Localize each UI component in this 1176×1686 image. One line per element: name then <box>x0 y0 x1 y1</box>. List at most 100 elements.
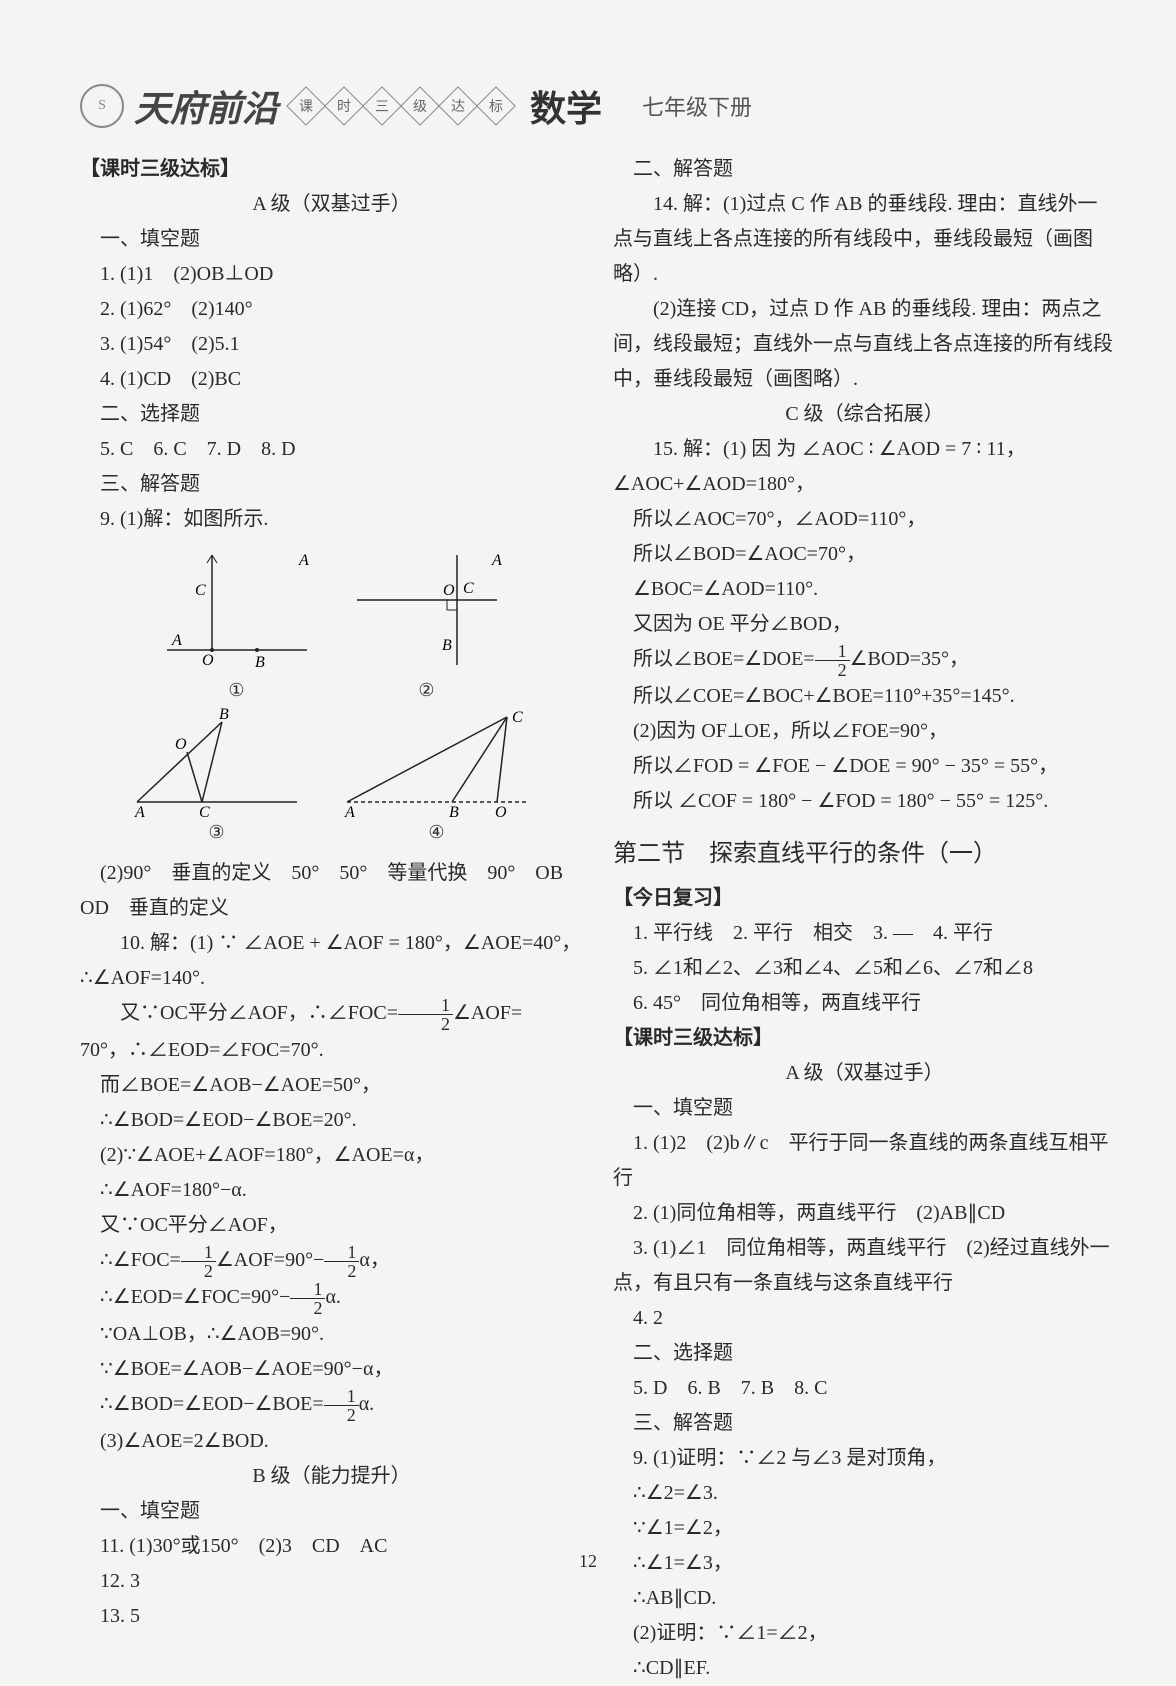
answer-line: 而∠BOE=∠AOB−∠AOE=50°， <box>80 1068 583 1103</box>
answer-line: 3. (1)∠1 同位角相等，两直线平行 (2)经过直线外一点，有且只有一条直线… <box>613 1231 1116 1301</box>
answer-line: 所以∠FOD = ∠FOE − ∠DOE = 90° − 35° = 55°， <box>613 749 1116 784</box>
answer-line: ∵∠1=∠2， <box>613 1511 1116 1546</box>
badge: 课 <box>286 86 326 126</box>
subheading: 二、选择题 <box>80 397 583 432</box>
badge: 级 <box>400 86 440 126</box>
svg-text:O: O <box>202 652 214 669</box>
subject: 数学 <box>530 80 602 132</box>
answer-line: 1. (1)2 (2)b∥c 平行于同一条直线的两条直线互相平行 <box>613 1126 1116 1196</box>
diagram-1: A O B C A <box>157 545 317 675</box>
svg-text:C: C <box>195 582 206 599</box>
answer-line: ∴∠2=∠3. <box>613 1476 1116 1511</box>
answer-line: ∴∠AOF=180°−α. <box>80 1173 583 1208</box>
diagram-2: A C O B <box>347 545 507 675</box>
svg-text:O: O <box>443 582 455 599</box>
svg-text:A: A <box>344 804 355 817</box>
answer-line: 5. ∠1和∠2、∠3和∠4、∠5和∠6、∠7和∠8 <box>613 951 1116 986</box>
diagram-3: A C B O <box>127 707 307 817</box>
answer-line: (2)∵∠AOE+∠AOF=180°，∠AOE=α， <box>80 1138 583 1173</box>
svg-text:B: B <box>442 637 452 654</box>
answer-line: 4. 2 <box>613 1301 1116 1336</box>
section-title: 第二节 探索直线平行的条件（一） <box>613 833 1116 875</box>
answer-line: ∴∠FOC=12∠AOF=90°−12α， <box>80 1243 583 1280</box>
level-label: C 级（综合拓展） <box>613 397 1116 432</box>
answer-line: 4. (1)CD (2)BC <box>80 362 583 397</box>
answer-line: 2. (1)同位角相等，两直线平行 (2)AB∥CD <box>613 1196 1116 1231</box>
answer-line: ∵OA⊥OB，∴∠AOB=90°. <box>80 1317 583 1352</box>
answer-line: 所以∠AOC=70°，∠AOD=110°， <box>613 502 1116 537</box>
heading: 【今日复习】 <box>613 881 1116 916</box>
page-header: S 天府前沿 课 时 三 级 达 标 数学 七年级下册 <box>80 80 1116 132</box>
grade-subtitle: 七年级下册 <box>642 90 752 122</box>
answer-line: 所以∠BOE=∠DOE=12∠BOD=35°， <box>613 642 1116 679</box>
svg-text:B: B <box>219 707 229 723</box>
svg-text:A: A <box>134 804 145 817</box>
subheading: 二、选择题 <box>613 1336 1116 1371</box>
answer-line: 70°，∴∠EOD=∠FOC=70°. <box>80 1033 583 1068</box>
answer-line: (2)证明：∵∠1=∠2， <box>613 1616 1116 1651</box>
svg-text:O: O <box>175 736 187 753</box>
answer-line: 5. C 6. C 7. D 8. D <box>80 432 583 467</box>
answer-line: ∴AB∥CD. <box>613 1581 1116 1616</box>
badge: 标 <box>476 86 516 126</box>
left-column: 【课时三级达标】 A 级（双基过手） 一、填空题 1. (1)1 (2)OB⊥O… <box>80 152 583 1686</box>
answer-line: 10. 解：(1) ∵ ∠AOE + ∠AOF = 180°，∠AOE=40°，… <box>80 926 583 996</box>
diagram-label: ② <box>347 675 507 707</box>
subheading: 一、填空题 <box>80 222 583 257</box>
heading: 【课时三级达标】 <box>613 1021 1116 1056</box>
geometry-diagrams: A O B C A A C O B ① ② <box>80 545 583 848</box>
answer-line: (2)连接 CD，过点 D 作 AB 的垂线段. 理由：两点之间，线段最短；直线… <box>613 292 1116 397</box>
badge: 三 <box>362 86 402 126</box>
answer-line: 1. 平行线 2. 平行 相交 3. — 4. 平行 <box>613 916 1116 951</box>
answer-line: ∴∠BOD=∠EOD−∠BOE=20°. <box>80 1103 583 1138</box>
subheading: 二、解答题 <box>613 152 1116 187</box>
answer-line: ∴∠EOD=∠FOC=90°−12α. <box>80 1280 583 1317</box>
answer-line: 所以∠BOD=∠AOC=70°， <box>613 537 1116 572</box>
answer-line: ∴∠1=∠3， <box>613 1546 1116 1581</box>
level-label: A 级（双基过手） <box>80 187 583 222</box>
diagram-label: ③ <box>127 817 307 849</box>
svg-text:O: O <box>495 804 507 817</box>
badge-row: 课 时 三 级 达 标 <box>288 92 514 120</box>
answer-line: 所以∠COE=∠BOC+∠BOE=110°+35°=145°. <box>613 679 1116 714</box>
logo-icon: S <box>80 84 124 128</box>
svg-text:A: A <box>298 552 309 569</box>
answer-line: 9. (1)证明：∵∠2 与∠3 是对顶角， <box>613 1441 1116 1476</box>
level-label: A 级（双基过手） <box>613 1056 1116 1091</box>
answer-line: 13. 5 <box>80 1599 583 1634</box>
svg-text:C: C <box>512 709 523 726</box>
content-columns: 【课时三级达标】 A 级（双基过手） 一、填空题 1. (1)1 (2)OB⊥O… <box>80 152 1116 1686</box>
answer-line: 3. (1)54° (2)5.1 <box>80 327 583 362</box>
subheading: 一、填空题 <box>613 1091 1116 1126</box>
diagram-label: ① <box>157 675 317 707</box>
answer-line: ∴CD∥EF. <box>613 1651 1116 1686</box>
svg-text:A: A <box>171 632 182 649</box>
answer-line: 9. (1)解：如图所示. <box>80 502 583 537</box>
svg-text:C: C <box>199 804 210 817</box>
answer-line: 11. (1)30°或150° (2)3 CD AC <box>80 1529 583 1564</box>
svg-text:B: B <box>449 804 459 817</box>
answer-line: 1. (1)1 (2)OB⊥OD <box>80 257 583 292</box>
level-label: B 级（能力提升） <box>80 1459 583 1494</box>
answer-line: ∵∠BOE=∠AOB−∠AOE=90°−α， <box>80 1352 583 1387</box>
svg-text:A: A <box>491 552 502 569</box>
right-column: 二、解答题 14. 解：(1)过点 C 作 AB 的垂线段. 理由：直线外一点与… <box>613 152 1116 1686</box>
book-title: 天府前沿 <box>134 80 278 132</box>
answer-line: 又∵OC平分∠AOF， <box>80 1208 583 1243</box>
answer-line: (2)90° 垂直的定义 50° 50° 等量代换 90° OB OD 垂直的定… <box>80 856 583 926</box>
heading: 【课时三级达标】 <box>80 152 583 187</box>
svg-text:C: C <box>463 580 474 597</box>
answer-line: 14. 解：(1)过点 C 作 AB 的垂线段. 理由：直线外一点与直线上各点连… <box>613 187 1116 292</box>
answer-line: 5. D 6. B 7. B 8. C <box>613 1371 1116 1406</box>
answer-line: 2. (1)62° (2)140° <box>80 292 583 327</box>
answer-line: 12. 3 <box>80 1564 583 1599</box>
answer-line: 又∵OC平分∠AOF，∴∠FOC=12∠AOF= <box>80 996 583 1033</box>
answer-line: 所以 ∠COF = 180° − ∠FOD = 180° − 55° = 125… <box>613 784 1116 819</box>
badge: 时 <box>324 86 364 126</box>
badge: 达 <box>438 86 478 126</box>
answer-line: 又因为 OE 平分∠BOD， <box>613 607 1116 642</box>
diagram-4: A B O C <box>337 707 537 817</box>
answer-line: ∠BOC=∠AOD=110°. <box>613 572 1116 607</box>
answer-line: (2)因为 OF⊥OE，所以∠FOE=90°， <box>613 714 1116 749</box>
diagram-label: ④ <box>337 817 537 849</box>
